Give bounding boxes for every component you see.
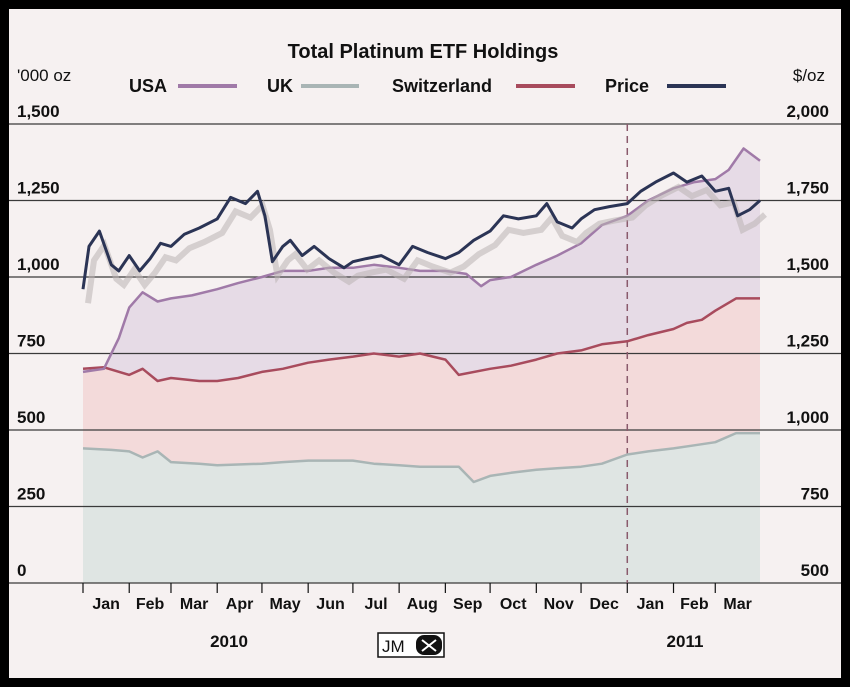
right-tick-label: 1,000 (786, 408, 829, 427)
left-tick-label: 1,000 (17, 255, 60, 274)
left-tick-label: 1,500 (17, 102, 60, 121)
uk-line (82, 431, 760, 484)
usa-area (83, 148, 760, 381)
month-label: Dec (589, 596, 618, 613)
right-tick-label: 750 (801, 485, 829, 504)
month-label: Mar (723, 596, 751, 613)
platinum-etf-chart: 0 250 500 750 1,000 1,250 1,500 500 750 1,000 1,2… (9, 41, 841, 658)
year-label-2011: 2011 (667, 632, 704, 651)
right-tick-label: 1,750 (786, 179, 829, 198)
month-label: Sep (453, 596, 483, 613)
legend-label-switzerland: Switzerland (392, 76, 492, 96)
switzerland-area (83, 298, 760, 482)
left-tick-label: 750 (17, 332, 45, 351)
jm-logo: JM (377, 632, 445, 658)
right-axis-unit: $/oz (793, 66, 825, 85)
area-fills (83, 148, 760, 583)
right-tick-label: 2,000 (786, 102, 829, 121)
gridlines (9, 123, 841, 584)
series-lines (81, 147, 767, 484)
legend-label-price: Price (605, 76, 649, 96)
uk-area (83, 433, 760, 583)
month-label: Jun (316, 596, 344, 613)
switzerland-line (82, 297, 760, 383)
month-label: Apr (226, 596, 254, 613)
left-tick-label: 1,250 (17, 179, 60, 198)
right-axis-ticks: 500 750 1,000 1,250 1,500 1,750 2,000 (786, 102, 829, 580)
left-tick-label: 0 (17, 561, 26, 580)
legend: USA UK Switzerland Price (129, 76, 726, 96)
left-tick-label: 250 (17, 485, 45, 504)
price-line (81, 171, 761, 290)
right-tick-label: 1,500 (786, 255, 829, 274)
right-tick-label: 1,250 (786, 332, 829, 351)
month-label: Feb (680, 596, 709, 613)
left-axis-unit: '000 oz (17, 66, 71, 85)
month-label: Aug (407, 596, 438, 613)
logo-text: JM (382, 637, 405, 656)
year-label-2010: 2010 (210, 632, 248, 651)
month-label: Jul (364, 596, 387, 613)
price-line-shadow (85, 183, 767, 304)
month-label: Nov (544, 596, 574, 613)
month-label: Feb (136, 596, 165, 613)
legend-label-uk: UK (267, 76, 293, 96)
month-label: Jan (637, 596, 665, 613)
month-label: Mar (180, 596, 208, 613)
right-tick-label: 500 (801, 561, 829, 580)
month-label: Oct (500, 596, 527, 613)
left-tick-label: 500 (17, 408, 45, 427)
left-axis-ticks: 0 250 500 750 1,000 1,250 1,500 (17, 102, 60, 580)
month-label: Jan (92, 596, 120, 613)
chart-panel: 0 250 500 750 1,000 1,250 1,500 500 750 1,000 1,2… (9, 9, 841, 678)
month-ticks: Jan Feb Mar Apr May Jun Jul Aug Sep Oct Nov Dec Jan F… (82, 583, 752, 613)
month-label: May (269, 596, 300, 613)
legend-label-usa: USA (129, 76, 167, 96)
chart-title: Total Platinum ETF Holdings (288, 41, 559, 63)
